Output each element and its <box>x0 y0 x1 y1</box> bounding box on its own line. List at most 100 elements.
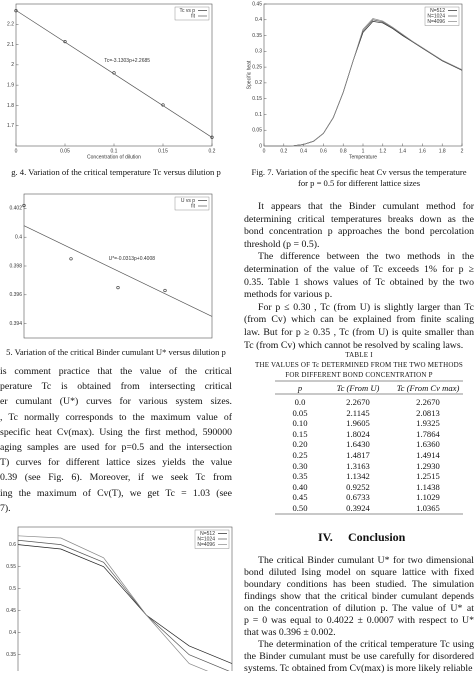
table-cell: 1.1342 <box>346 471 370 482</box>
text-line: perature Tc is obtained from intersectin… <box>0 381 232 393</box>
text-line: It appears that the Binder cumulant meth… <box>258 201 474 212</box>
data-point <box>210 135 214 139</box>
table-cell: 1.1029 <box>416 492 440 503</box>
table-cell: 1.3163 <box>346 460 370 471</box>
table-cell: 1.1438 <box>416 481 440 492</box>
y-tick-label: 0.45 <box>6 608 16 614</box>
table-cell: 0.0 <box>294 397 306 407</box>
table-cell: 1.9325 <box>416 418 440 429</box>
x-tick-label: 0.8 <box>340 148 347 154</box>
text-line: bond diluted Ising model on square latti… <box>244 567 474 578</box>
y-tick-label: 0.15 <box>252 96 262 102</box>
y-tick-label: 0.4 <box>9 630 16 636</box>
table-cell: 0.35 <box>292 471 308 482</box>
x-tick-label: 0.2 <box>209 148 216 154</box>
plot-frame <box>17 526 233 671</box>
table-cell: 1.4914 <box>416 450 440 460</box>
legend-label: N=512 <box>430 8 445 14</box>
y-tick-label: 0.5 <box>9 586 16 592</box>
y-tick-label: 0.1 <box>255 112 262 118</box>
table-label: TABLE I <box>345 351 373 359</box>
x-tick-label: 0.15 <box>158 148 168 154</box>
text-line: law. But for p ≥ 0.35 , Tc (from U) is q… <box>244 327 474 338</box>
legend-label: Tc vs p <box>179 8 195 14</box>
legend-label: U vs p <box>181 198 195 204</box>
table-cell: 0.9252 <box>346 481 370 492</box>
data-line <box>264 18 463 147</box>
text-line: boundary conditions has been studied. Th… <box>244 579 474 590</box>
y-tick-label: 1.7 <box>7 123 14 129</box>
y-tick-label: 1.8 <box>7 103 14 109</box>
y-tick-label: 0.35 <box>6 652 16 658</box>
data-point <box>22 203 26 208</box>
x-tick-label: 1 <box>362 148 365 154</box>
y-tick-label: 1.9 <box>7 82 14 88</box>
data-point <box>69 257 73 261</box>
data-point <box>116 286 120 290</box>
data-line <box>17 535 209 671</box>
text-line: findings show that the critical binder c… <box>244 591 474 602</box>
y-tick-label: 0.3 <box>255 49 262 55</box>
x-tick-label: 1.4 <box>399 148 406 154</box>
figure-caption: 5. Variation of the critical Binder cumu… <box>6 347 226 357</box>
y-tick-label: 0.25 <box>252 64 262 70</box>
y-tick-label: 0.4 <box>15 235 22 241</box>
table-cell: 0.50 <box>292 503 308 513</box>
table-cell: 1.8024 <box>346 428 370 439</box>
x-tick-label: 0.6 <box>320 148 327 154</box>
x-tick-label: 1.8 <box>439 148 446 154</box>
table-cell: 0.15 <box>292 428 308 439</box>
y-tick-label: 0.05 <box>252 128 262 134</box>
table-cell: 1.7864 <box>416 428 440 439</box>
text-line: specific heat Cv(max). Using the first m… <box>0 426 232 438</box>
table-title: FOR DIFFERENT BOND CONCENTRATION P <box>285 371 433 379</box>
table-cell: 2.2670 <box>346 397 370 407</box>
text-line: er cumulant (U*) curves for various syst… <box>0 396 232 408</box>
section-number: IV. <box>318 530 333 544</box>
y-tick-label: 0.402 <box>9 206 22 212</box>
table-cell: 2.2670 <box>416 397 440 407</box>
table-cell: 1.4817 <box>346 450 370 460</box>
data-point <box>163 288 167 293</box>
text-line: The difference between the two methods i… <box>258 251 474 263</box>
text-line: that was 0.396 ± 0.002. <box>244 627 336 638</box>
y-tick-label: 0.396 <box>9 292 22 298</box>
text-line: T) curves for different lattice sizes yi… <box>0 457 232 469</box>
y-tick-label: 2 <box>11 62 14 68</box>
y-tick-label: 0.55 <box>6 564 16 570</box>
table-title: THE VALUES OF Tc DETERMINED FROM THE TWO… <box>255 361 463 369</box>
data-line <box>17 539 230 671</box>
plot-frame <box>15 3 213 147</box>
legend-label: N=1024 <box>427 13 445 19</box>
legend-label: fit <box>191 203 196 209</box>
text-line: bond concentration p approaches the bond… <box>244 226 474 238</box>
legend-box <box>194 529 230 549</box>
x-tick-label: 2 <box>461 148 464 154</box>
y-tick-label: 0.398 <box>9 263 22 269</box>
table-cell: 0.10 <box>292 418 308 429</box>
legend-label: N=512 <box>200 531 215 537</box>
text-line: The determination of the critical temper… <box>258 639 474 650</box>
table-cell: 1.2515 <box>416 471 440 482</box>
table-cell: 1.9605 <box>346 418 370 429</box>
data-line <box>17 544 233 664</box>
data-line <box>23 225 213 317</box>
x-tick-label: 0 <box>263 148 266 154</box>
data-line <box>15 10 213 138</box>
text-line: 0.39 (see Fig. 6). Moreover, if we seek … <box>0 472 232 484</box>
x-tick-label: 0.05 <box>60 148 70 154</box>
table-header: Tc (From Cv max) <box>396 383 460 393</box>
y-tick-label: 2.1 <box>7 42 14 48</box>
annotation: U*=-0.0313p+0.4008 <box>109 256 156 262</box>
x-tick-label: 0 <box>15 148 18 154</box>
section-title: Conclusion <box>348 530 406 544</box>
table-cell: 0.6733 <box>346 492 370 503</box>
y-tick-label: 0 <box>259 143 262 149</box>
y-tick-label: 0.2 <box>255 80 262 86</box>
legend-label: N=4096 <box>197 542 215 548</box>
table-cell: 0.45 <box>292 492 308 503</box>
figure-caption: for p = 0.5 for different lattice sizes <box>297 178 421 188</box>
legend-label: N=4096 <box>427 19 445 25</box>
